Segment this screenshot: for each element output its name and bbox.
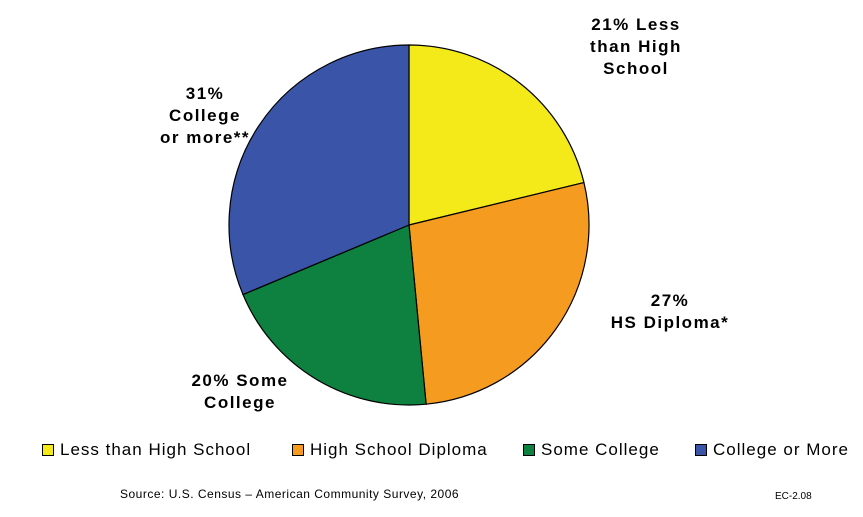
slice-label-some-college: 20% Some College xyxy=(191,371,289,412)
pie-slice-less-than-high-school xyxy=(408,44,585,226)
pie-chart xyxy=(228,44,590,406)
slice-label-less-than-high-school: 21% Less than High School xyxy=(590,15,682,78)
pie-slice-some-college xyxy=(242,224,427,406)
legend-swatch xyxy=(523,444,535,456)
legend-label: High School Diploma xyxy=(310,440,488,459)
source-note: Source: U.S. Census – American Community… xyxy=(120,487,460,501)
legend-item-high-school-diploma: High School Diploma xyxy=(292,440,488,460)
legend-swatch xyxy=(42,444,54,456)
legend-label: Some College xyxy=(541,440,660,459)
legend-swatch xyxy=(695,444,707,456)
pie-slice-college-or-more xyxy=(228,44,410,296)
pie-slice-high-school-diploma xyxy=(408,181,590,405)
legend-label: College or More xyxy=(713,440,849,459)
legend-swatch xyxy=(292,444,304,456)
legend-item-less-than-high-school: Less than High School xyxy=(42,440,251,460)
legend-label: Less than High School xyxy=(60,440,252,459)
legend-item-college-or-more: College or More xyxy=(695,440,849,460)
legend-item-some-college: Some College xyxy=(523,440,660,460)
chart-code: EC-2.08 xyxy=(775,491,812,502)
slice-label-college-or-more: 31% College or more** xyxy=(159,84,251,147)
slice-label-high-school-diploma: 27% HS Diploma* xyxy=(610,291,730,332)
legend: Less than High School High School Diplom… xyxy=(0,440,863,466)
